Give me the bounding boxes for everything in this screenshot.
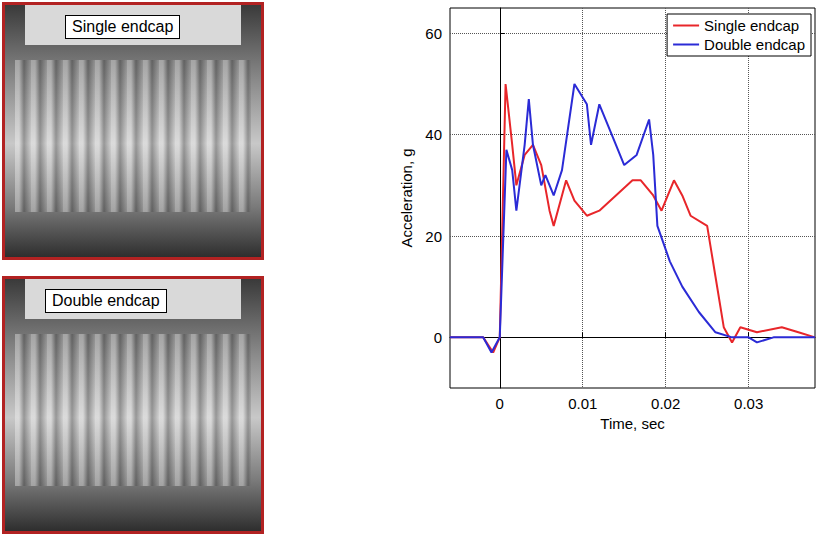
svg-text:Double endcap: Double endcap bbox=[704, 36, 805, 53]
svg-text:0.02: 0.02 bbox=[651, 395, 680, 412]
html-text:Single endcap: Single endcap bbox=[72, 18, 174, 35]
svg-text:Single endcap: Single endcap bbox=[704, 17, 799, 34]
svg-text:40: 40 bbox=[425, 126, 442, 143]
svg-text:0: 0 bbox=[434, 329, 442, 346]
svg-text:0.01: 0.01 bbox=[568, 395, 597, 412]
svg-text:Time, sec: Time, sec bbox=[600, 415, 665, 432]
html-text:Double endcap: Double endcap bbox=[52, 292, 160, 309]
svg-text:Acceleration, g: Acceleration, g bbox=[398, 148, 415, 247]
svg-text:60: 60 bbox=[425, 25, 442, 42]
svg-text:20: 20 bbox=[425, 228, 442, 245]
svg-text:0: 0 bbox=[496, 395, 504, 412]
svg-text:0.03: 0.03 bbox=[734, 395, 763, 412]
